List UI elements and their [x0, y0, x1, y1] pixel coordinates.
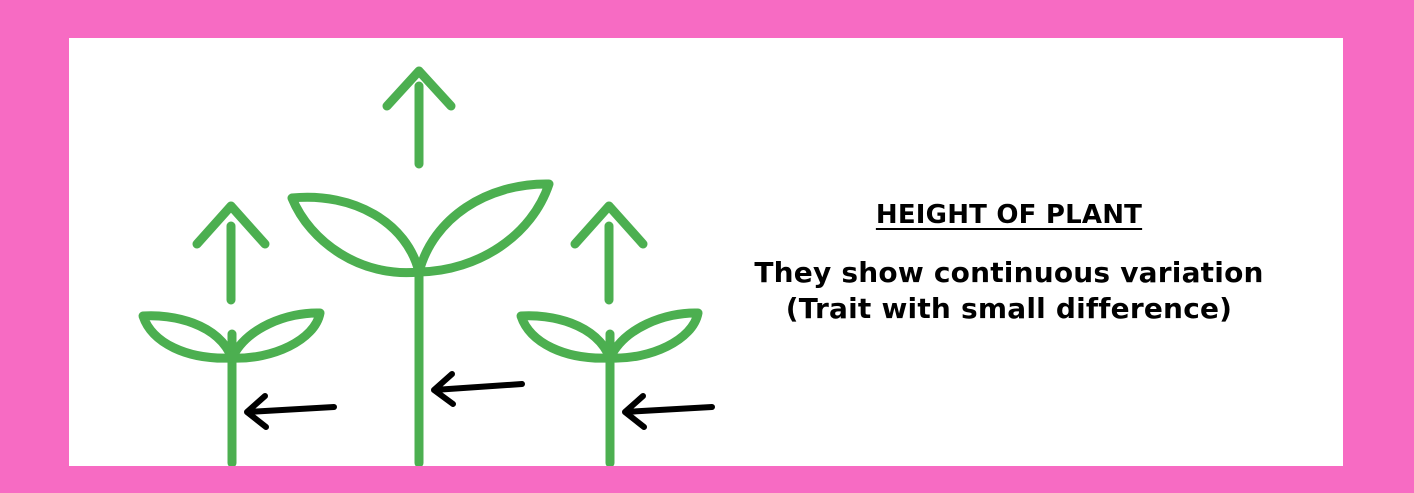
small-plant-left — [138, 201, 325, 466]
growth-arrow-icon — [192, 201, 270, 305]
description-line-1: They show continuous variation — [754, 256, 1264, 289]
plant-leaf-right — [605, 308, 703, 363]
description-block: HEIGHT OF PLANT They show continuous var… — [725, 198, 1293, 327]
pointer-arrow-icon — [244, 393, 337, 430]
tall-plant-middle — [287, 66, 554, 466]
pointer-arrow-icon — [622, 393, 715, 430]
description-line-2: (Trait with small difference) — [785, 292, 1233, 325]
content-panel: HEIGHT OF PLANT They show continuous var… — [69, 38, 1343, 466]
small-plant-right — [516, 201, 703, 466]
top-border-strip — [40, 0, 1374, 15]
plant-growth-figure — [138, 66, 715, 466]
plant-leaf-left — [287, 192, 424, 278]
plant-leaf-right — [227, 308, 325, 363]
growth-arrow-icon — [570, 201, 648, 305]
plant-leaf-right — [414, 179, 554, 277]
heading: HEIGHT OF PLANT — [875, 200, 1143, 230]
pointer-arrow-icon — [431, 371, 525, 407]
plant-leaf-left — [138, 311, 237, 363]
growth-arrow-icon — [382, 66, 456, 169]
plant-leaf-left — [516, 311, 615, 363]
